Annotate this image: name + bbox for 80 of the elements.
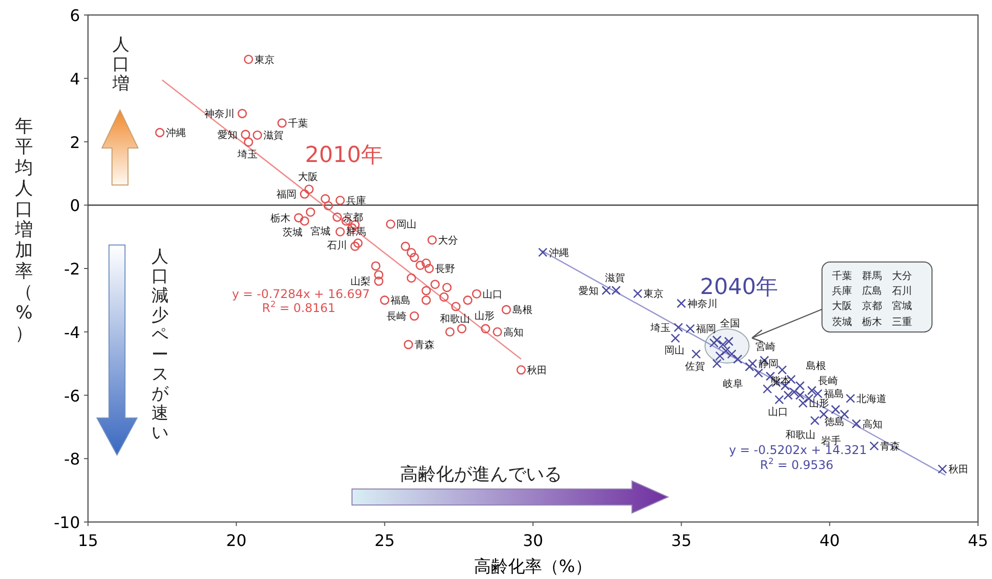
annotation: 高齢化が進んでいる	[400, 464, 562, 485]
annotation: 大分	[438, 234, 458, 246]
x-tick-label: 15	[78, 531, 98, 550]
annotation: 秋田	[948, 464, 968, 476]
annotation: 埼玉	[649, 322, 670, 334]
annotation: 長崎	[386, 310, 406, 323]
x-tick-label: 30	[522, 531, 544, 550]
annotation: 秋田	[527, 364, 548, 376]
annotation: 神奈川	[204, 108, 234, 120]
annotation: 茨城	[282, 226, 302, 239]
annotation: 埼玉	[236, 148, 258, 161]
annotation: 福島	[390, 294, 411, 307]
annotation: 山形	[808, 398, 829, 410]
annotation: 北海道	[856, 392, 886, 405]
annotation: 静岡	[758, 358, 779, 370]
annotation: 沖縄	[548, 246, 569, 259]
annotation: 神奈川	[687, 298, 718, 310]
annotation: 大阪	[298, 170, 318, 183]
annotation: 千葉 群馬 大分	[832, 270, 912, 282]
annotation: y = -0.7284x + 16.697	[232, 287, 370, 301]
annotation: 沖縄	[166, 127, 186, 140]
annotation: 和歌山	[786, 428, 816, 441]
annotation: 兵庫	[346, 194, 366, 207]
y-tick-label: 0	[70, 196, 80, 216]
annotation: 岡山	[396, 218, 417, 231]
annotation: 岡山	[664, 344, 684, 357]
annotation: 愛知	[578, 284, 598, 297]
annotation: 東京	[254, 54, 274, 66]
x-tick-label: 25	[374, 531, 395, 550]
x-tick-label: 35	[671, 531, 692, 550]
y-tick-label: -8	[64, 450, 80, 469]
annotation: 青森	[880, 440, 900, 452]
annotation: 東京	[644, 288, 664, 300]
annotation: 宮城	[310, 225, 331, 238]
annotation: 徳島	[824, 416, 845, 428]
annotation: 全国	[720, 317, 740, 330]
annotation: 滋賀	[605, 272, 626, 284]
annotation: 愛知	[218, 128, 238, 141]
annotation: 福岡	[696, 323, 716, 336]
annotation: 人口増	[112, 35, 130, 94]
annotation: 青森	[414, 339, 434, 352]
annotation: 山梨	[350, 276, 371, 288]
y-tick-label: 2	[70, 132, 80, 152]
series-label: 2040年	[700, 275, 778, 300]
annotation: 兵庫 広島 石川	[832, 285, 912, 297]
annotation: 千葉	[288, 118, 308, 130]
y-tick-label: -6	[64, 386, 80, 406]
x-tick-label: 40	[819, 531, 840, 550]
y-tick-label: 6	[70, 6, 80, 25]
annotation: 山形	[474, 310, 495, 322]
annotation: 岐阜	[722, 378, 743, 390]
annotation: 福岡	[276, 188, 297, 201]
x-tick-label: 45	[968, 531, 988, 550]
annotation: 石川	[327, 239, 347, 252]
annotation: 佐賀	[685, 360, 706, 373]
annotation: 長野	[435, 264, 456, 275]
annotation: 長崎	[818, 374, 838, 387]
series-label: 2010年	[305, 143, 383, 168]
annotation: 大阪 京都 宮城	[832, 300, 912, 312]
annotation: 山口	[482, 288, 503, 300]
annotation: R$^{2}$ = 0.9536	[760, 456, 834, 472]
annotation: 宮崎	[756, 341, 776, 354]
annotation: 高知	[862, 418, 882, 430]
annotation: 島根	[512, 304, 532, 316]
annotation: 栃木	[270, 212, 291, 224]
annotation: 高知	[503, 326, 524, 338]
x-tick-label: 20	[226, 531, 247, 550]
y-tick-label: 4	[70, 69, 80, 88]
y-tick-label: -4	[64, 322, 80, 342]
text: 年平均人口増加率（%）	[15, 116, 33, 344]
annotation: R$^{2}$ = 0.8161	[262, 299, 336, 315]
annotation: 茨城 栃木 三重	[832, 316, 912, 328]
text: 人口減少ペースが速い	[152, 247, 168, 443]
annotation: 山口	[768, 406, 788, 418]
x-axis-title: 高齢化率（%）	[474, 557, 592, 577]
annotation: 滋賀	[263, 130, 284, 142]
annotation: 和歌山	[440, 313, 470, 326]
y-tick-label: -10	[54, 513, 80, 532]
y-tick-label: -2	[64, 260, 80, 278]
annotation: 島根	[806, 360, 826, 372]
